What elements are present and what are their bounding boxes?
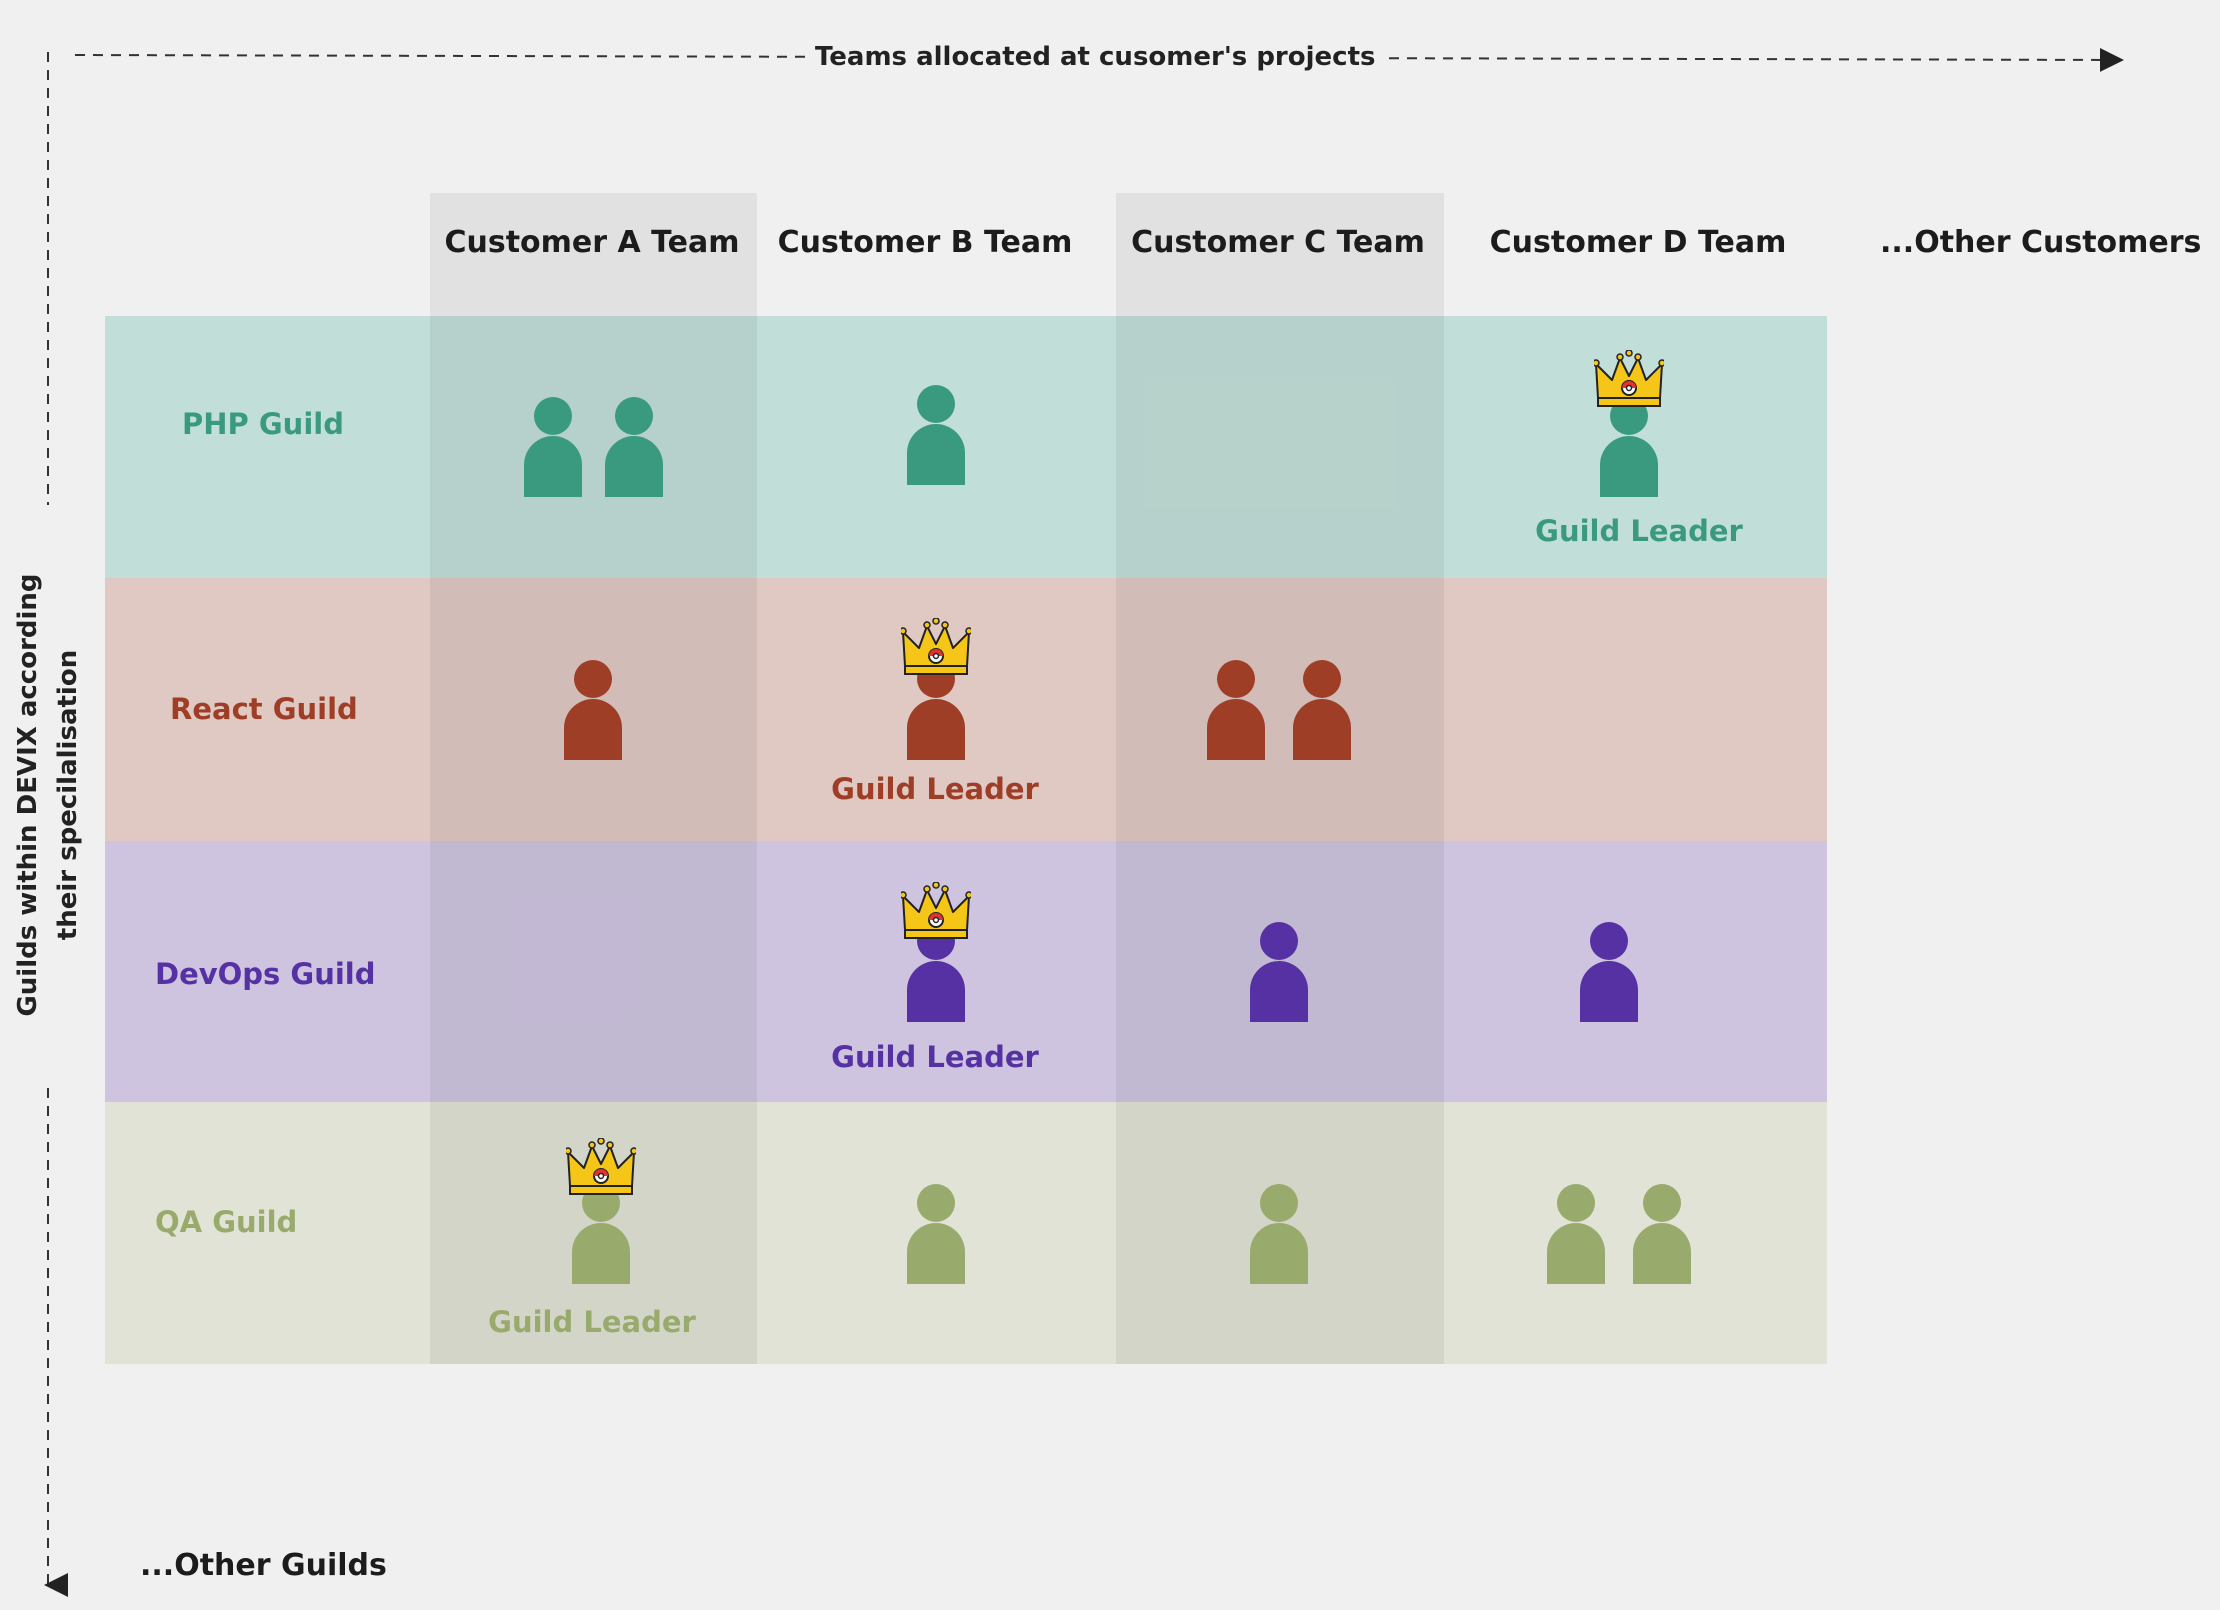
crown-icon <box>566 1138 636 1195</box>
person-icon <box>1250 1184 1308 1284</box>
person-icon <box>605 397 663 497</box>
guild-label-php: PHP Guild <box>182 407 344 441</box>
other-customers-label: ...Other Customers <box>1880 225 2202 260</box>
person-icon <box>572 1184 630 1284</box>
column-header-customer-b: Customer B Team <box>777 225 1073 260</box>
band-qa-guild <box>105 1102 1827 1364</box>
band-devops-guild <box>105 841 1827 1102</box>
guild-label-qa: QA Guild <box>155 1205 298 1239</box>
crown-icon <box>901 618 971 675</box>
guild-leader-label-devops: Guild Leader <box>831 1040 1039 1074</box>
person-icon <box>1207 660 1265 760</box>
person-icon <box>907 385 965 485</box>
crown-icon <box>1594 350 1664 407</box>
person-icon <box>524 397 582 497</box>
crown-icon <box>901 882 971 939</box>
guild-leader-label-qa: Guild Leader <box>488 1305 696 1339</box>
person-icon <box>1250 922 1308 1022</box>
other-guilds-label: ...Other Guilds <box>140 1548 387 1583</box>
guild-leader-label-php: Guild Leader <box>1535 514 1743 548</box>
person-icon <box>1293 660 1351 760</box>
person-icon <box>1547 1184 1605 1284</box>
person-icon <box>907 1184 965 1284</box>
column-header-customer-a: Customer A Team <box>444 225 740 260</box>
horizontal-axis-title: Teams allocated at cusomer's projects <box>805 42 1386 72</box>
column-header-customer-c: Customer C Team <box>1131 225 1425 260</box>
person-icon <box>1580 922 1638 1022</box>
guild-leader-label-react: Guild Leader <box>831 772 1039 806</box>
person-icon <box>1600 397 1658 497</box>
guild-label-react: React Guild <box>170 692 358 726</box>
person-icon <box>564 660 622 760</box>
band-react-guild <box>105 578 1827 841</box>
vertical-axis-title: Guilds within DEVIX according their spec… <box>13 573 83 1017</box>
band-php-guild <box>105 316 1827 578</box>
person-icon <box>1633 1184 1691 1284</box>
column-header-customer-d: Customer D Team <box>1489 225 1787 260</box>
guild-label-devops: DevOps Guild <box>155 957 376 991</box>
column-shade-customer-c <box>1116 193 1444 1364</box>
